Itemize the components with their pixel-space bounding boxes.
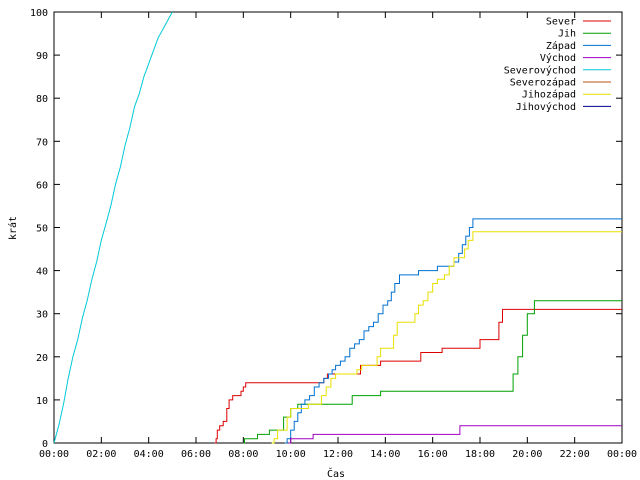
x-tick-label: 22:00 [560,449,590,460]
legend-label-severovychod: Severovýchod [504,64,576,76]
x-axis-label: Čas [327,467,345,480]
x-tick-label: 08:00 [228,449,258,460]
series-line-jihozapad [271,231,622,444]
series-layer [53,11,622,444]
y-tick-label: 50 [36,224,48,235]
y-tick-label: 70 [36,137,48,148]
legend-label-jihozapad: Jihozápad [522,89,576,101]
x-tick-label: 14:00 [370,449,400,460]
y-tick-label: 60 [36,180,48,191]
x-tick-label: 20:00 [512,449,542,460]
x-tick-label: 10:00 [276,449,306,460]
x-tick-label: 18:00 [465,449,495,460]
legend-label-severozapad: Severozápad [510,77,576,89]
legend-label-jih: Jih [558,29,576,40]
y-tick-label: 30 [36,310,48,321]
x-tick-label: 06:00 [181,449,211,460]
y-tick-label: 20 [36,353,48,364]
y-tick-label: 80 [36,94,48,105]
y-tick-label: 90 [36,51,48,62]
ticks-layer: 0 10 20 30 40 50 60 70 80 90 100 00:00 02:00 04:00 06:… [30,8,637,460]
legend: SeverJihZápadVýchodSeverovýchodSeverozáp… [504,17,611,113]
x-tick-label: 00:00 [607,449,637,460]
series-line-vychod [288,425,622,444]
y-tick-label: 40 [36,267,48,278]
y-axis-label: krát [7,216,19,240]
series-line-jih [243,300,622,444]
legend-label-zapad: Západ [546,40,576,52]
plot-frame [53,11,623,444]
x-tick-label: 16:00 [418,449,448,460]
x-tick-label: 02:00 [86,449,116,460]
x-tick-label: 04:00 [134,449,164,460]
legend-label-vychod: Východ [540,52,576,64]
legend-label-jihovychod: Jihovýchod [516,101,576,113]
x-tick-label: 12:00 [323,449,353,460]
y-tick-label: 0 [42,439,48,450]
legend-label-sever: Sever [546,17,576,28]
series-line-severovychod [53,11,173,444]
y-tick-label: 10 [36,396,48,407]
x-tick-label: 00:00 [39,449,69,460]
y-tick-label: 100 [30,8,48,19]
